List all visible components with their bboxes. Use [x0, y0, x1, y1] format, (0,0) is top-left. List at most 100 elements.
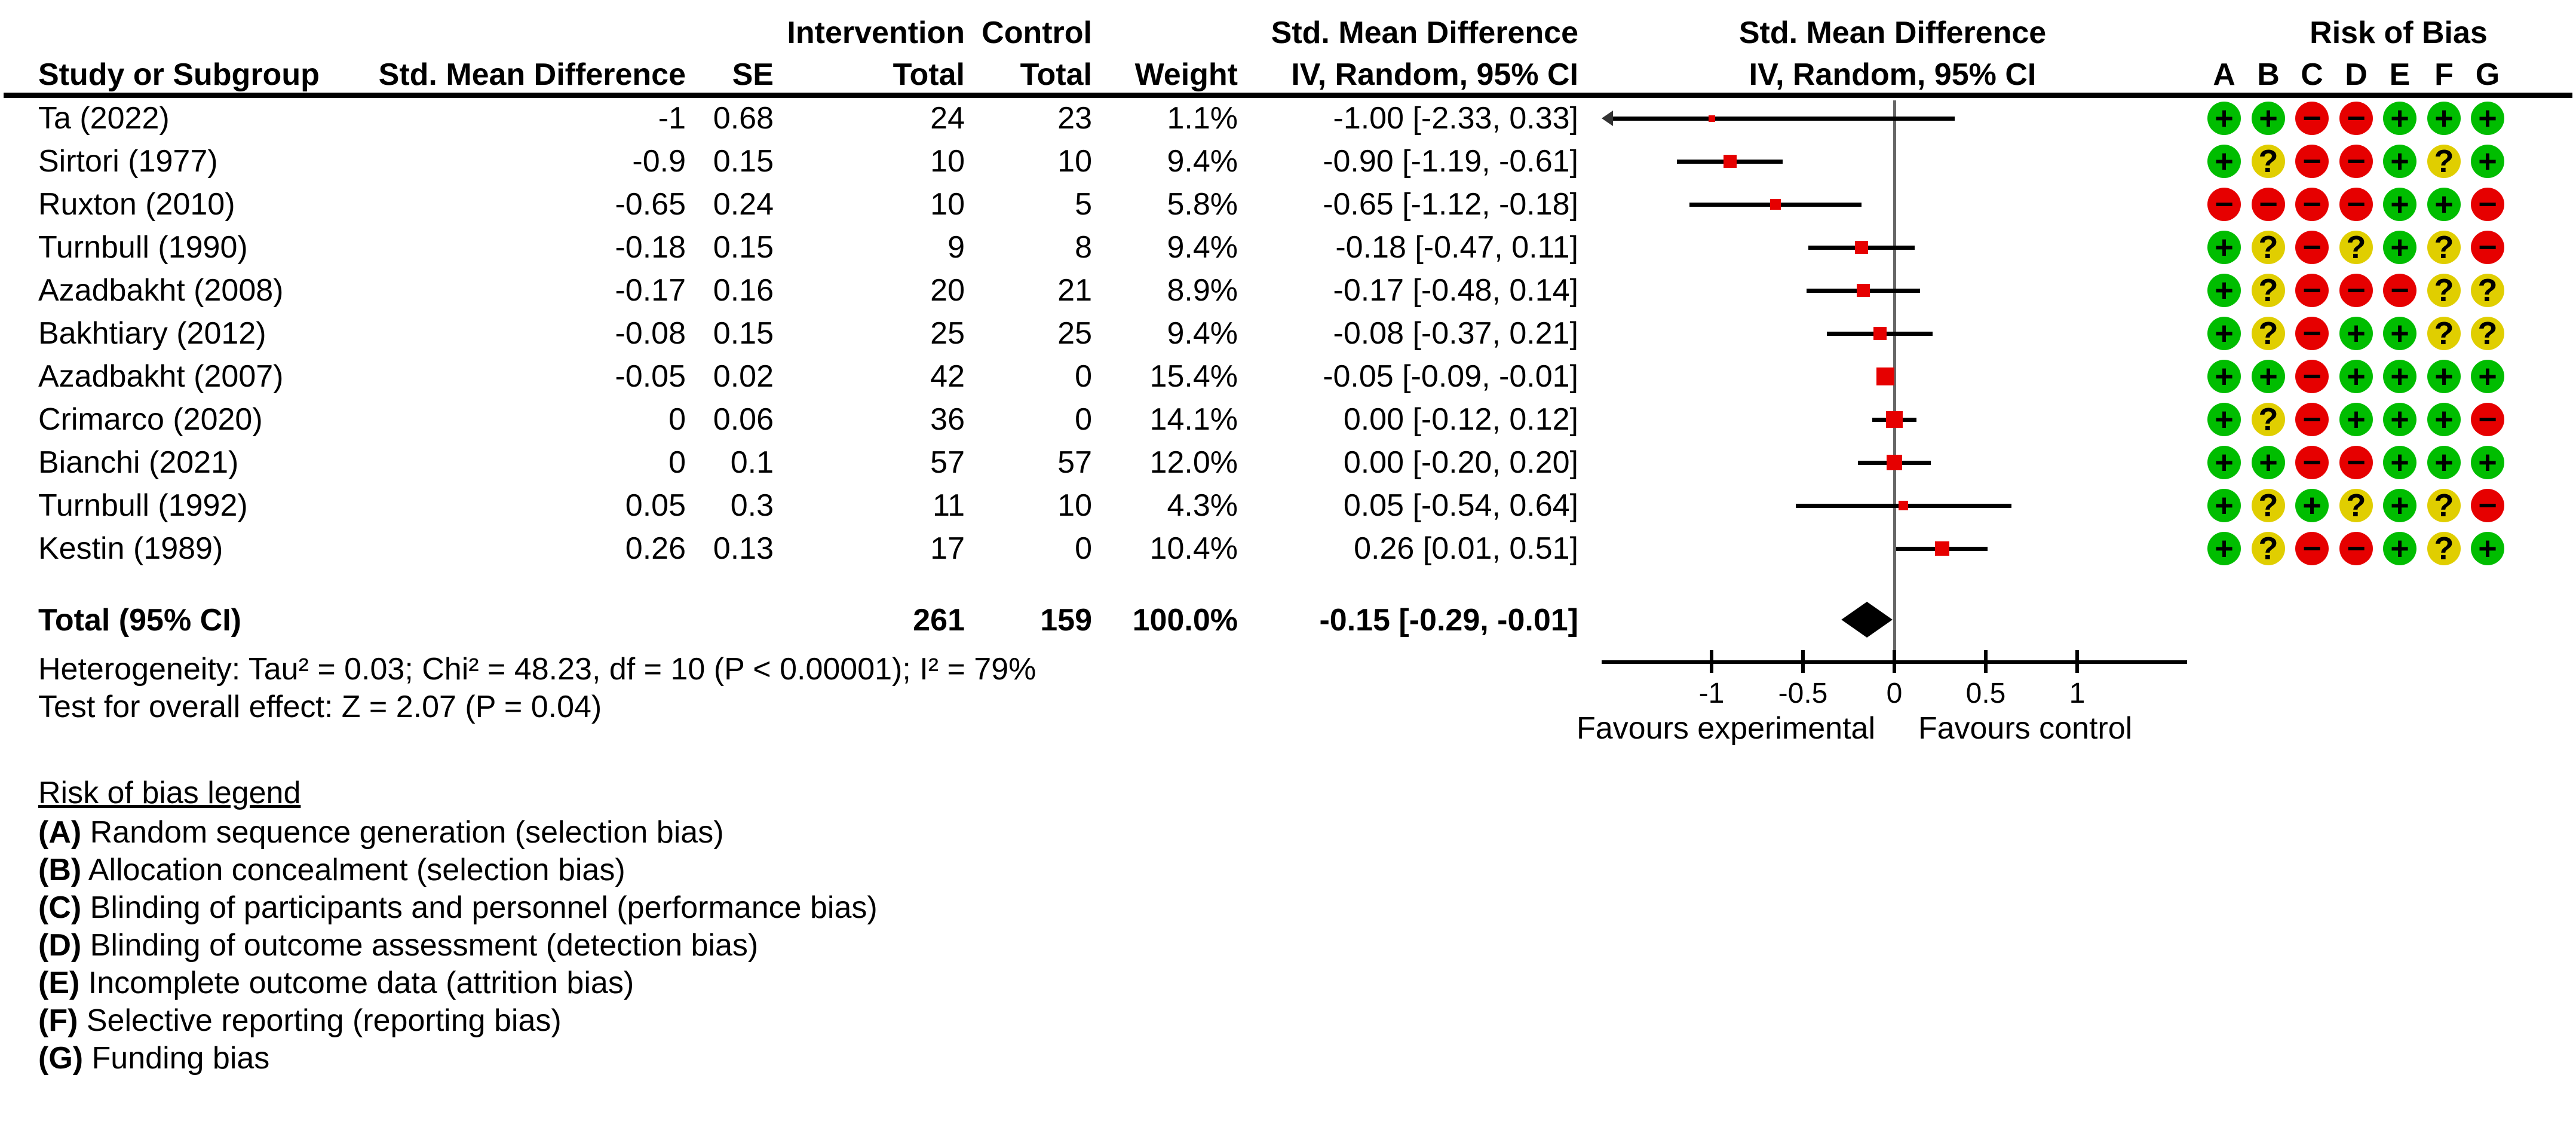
rob-judgement-glyph: −: [2302, 229, 2322, 265]
control-total: 23: [1057, 101, 1092, 136]
rob-judgement-glyph: −: [2302, 531, 2322, 566]
header-risk-of-bias: Risk of Bias: [2310, 16, 2488, 50]
ci-text: -0.05 [-0.09, -0.01]: [1323, 359, 1578, 394]
rob-judgement-E: +: [2383, 532, 2416, 565]
se-value: 0.24: [713, 187, 774, 222]
rob-judgement-C: −: [2295, 446, 2329, 479]
rob-judgement-glyph: −: [2302, 445, 2322, 480]
rob-judgement-D: −: [2339, 274, 2373, 307]
rob-judgement-glyph: +: [2390, 143, 2409, 179]
rob-judgement-E: +: [2383, 231, 2416, 264]
rob-judgement-B: ?: [2252, 403, 2285, 436]
rob-judgement-A: +: [2207, 231, 2241, 264]
axis-tick: [1893, 650, 1896, 673]
rob-judgement-glyph: −: [2302, 100, 2322, 136]
ci-text: -0.08 [-0.37, 0.21]: [1333, 316, 1579, 351]
study-name: Ruxton (2010): [38, 187, 235, 222]
rob-judgement-B: ?: [2252, 317, 2285, 350]
study-name: Turnbull (1990): [38, 230, 248, 265]
header-smd-text-column: Std. Mean Difference: [1271, 16, 1578, 50]
header-study-or-subgroup: Study or Subgroup: [38, 57, 320, 92]
header-smd: Std. Mean Difference: [378, 57, 686, 92]
rob-judgement-C: −: [2295, 274, 2329, 307]
rob-judgement-glyph: −: [2347, 143, 2366, 179]
rob-judgement-B: −: [2252, 188, 2285, 221]
rob-judgement-glyph: ?: [2258, 229, 2278, 265]
weight-value: 15.4%: [1149, 359, 1238, 394]
rob-judgement-D: −: [2339, 188, 2373, 221]
se-value: 0.13: [713, 531, 774, 566]
axis-tick: [1984, 650, 1988, 673]
rob-legend-item: (D) Blinding of outcome assessment (dete…: [38, 926, 758, 965]
rob-judgement-B: ?: [2252, 532, 2285, 565]
rob-judgement-F: ?: [2427, 145, 2461, 178]
rob-judgement-glyph: +: [2347, 316, 2366, 351]
rob-judgement-D: ?: [2339, 489, 2373, 522]
effect-square: [1899, 501, 1909, 510]
weight-value: 9.4%: [1167, 230, 1238, 265]
rob-judgement-glyph: +: [2215, 272, 2234, 308]
axis-tick: [1710, 650, 1713, 673]
rob-judgement-glyph: −: [2347, 445, 2366, 480]
effect-square: [1934, 541, 1949, 556]
rob-judgement-glyph: +: [2434, 186, 2454, 222]
weight-value: 8.9%: [1167, 273, 1238, 308]
rob-judgement-A: +: [2207, 403, 2241, 436]
rob-legend-item: (C) Blinding of participants and personn…: [38, 888, 878, 927]
rob-judgement-C: −: [2295, 231, 2329, 264]
control-total: 5: [1075, 187, 1092, 222]
rob-judgement-C: −: [2295, 532, 2329, 565]
rob-judgement-glyph: +: [2302, 488, 2322, 523]
heterogeneity-stats: Heterogeneity: Tau² = 0.03; Chi² = 48.23…: [38, 652, 1036, 687]
rob-judgement-glyph: +: [2215, 445, 2234, 480]
study-name: Azadbakht (2008): [38, 273, 284, 308]
rob-judgement-B: ?: [2252, 231, 2285, 264]
rob-judgement-F: ?: [2427, 489, 2461, 522]
rob-judgement-G: +: [2471, 145, 2504, 178]
rob-judgement-glyph: −: [2259, 186, 2278, 222]
rob-judgement-glyph: +: [2390, 229, 2409, 265]
ci-text: 0.00 [-0.12, 0.12]: [1343, 402, 1578, 437]
study-name: Bakhtiary (2012): [38, 316, 266, 351]
rob-judgement-F: +: [2427, 188, 2461, 221]
rob-judgement-glyph: +: [2215, 359, 2234, 394]
rob-judgement-B: +: [2252, 446, 2285, 479]
intervention-total: 20: [930, 273, 965, 308]
rob-judgement-A: +: [2207, 102, 2241, 135]
smd-value: 0: [668, 445, 686, 480]
rob-judgement-glyph: ?: [2258, 316, 2278, 351]
rob-judgement-A: −: [2207, 188, 2241, 221]
weight-value: 9.4%: [1167, 144, 1238, 179]
axis-tick: [1801, 650, 1805, 673]
rob-judgement-G: −: [2471, 231, 2504, 264]
rob-judgement-glyph: +: [2259, 445, 2278, 480]
control-total: 0: [1075, 359, 1092, 394]
rob-judgement-B: ?: [2252, 145, 2285, 178]
ci-line: [1612, 117, 1955, 121]
rob-judgement-glyph: −: [2478, 186, 2497, 222]
rob-judgement-glyph: ?: [2477, 272, 2498, 308]
rob-judgement-glyph: +: [2347, 402, 2366, 437]
rob-judgement-glyph: +: [2390, 359, 2409, 394]
rob-judgement-D: −: [2339, 145, 2373, 178]
rob-legend-item-text: Random sequence generation (selection bi…: [90, 815, 724, 850]
header-total-control: Total: [1020, 57, 1092, 92]
se-value: 0.3: [730, 488, 774, 523]
rob-judgement-glyph: ?: [2258, 402, 2278, 437]
rob-judgement-glyph: +: [2434, 359, 2454, 394]
study-name: Azadbakht (2007): [38, 359, 284, 394]
weight-value: 1.1%: [1167, 101, 1238, 136]
rob-legend-title: Risk of bias legend: [38, 776, 301, 810]
rob-judgement-glyph: +: [2390, 100, 2409, 136]
ci-text: 0.26 [0.01, 0.51]: [1354, 531, 1578, 566]
rob-legend-item-text: Blinding of participants and personnel (…: [90, 890, 878, 925]
rob-judgement-glyph: +: [2434, 100, 2454, 136]
rob-judgement-glyph: −: [2478, 402, 2497, 437]
rob-judgement-glyph: ?: [2477, 316, 2498, 351]
control-total: 21: [1057, 273, 1092, 308]
smd-value: -0.9: [632, 144, 686, 179]
rob-judgement-G: +: [2471, 102, 2504, 135]
clamp-arrow-left: [1602, 111, 1614, 126]
rob-judgement-glyph: +: [2215, 531, 2234, 566]
header-smd-plot-column: Std. Mean Difference: [1738, 16, 2047, 50]
